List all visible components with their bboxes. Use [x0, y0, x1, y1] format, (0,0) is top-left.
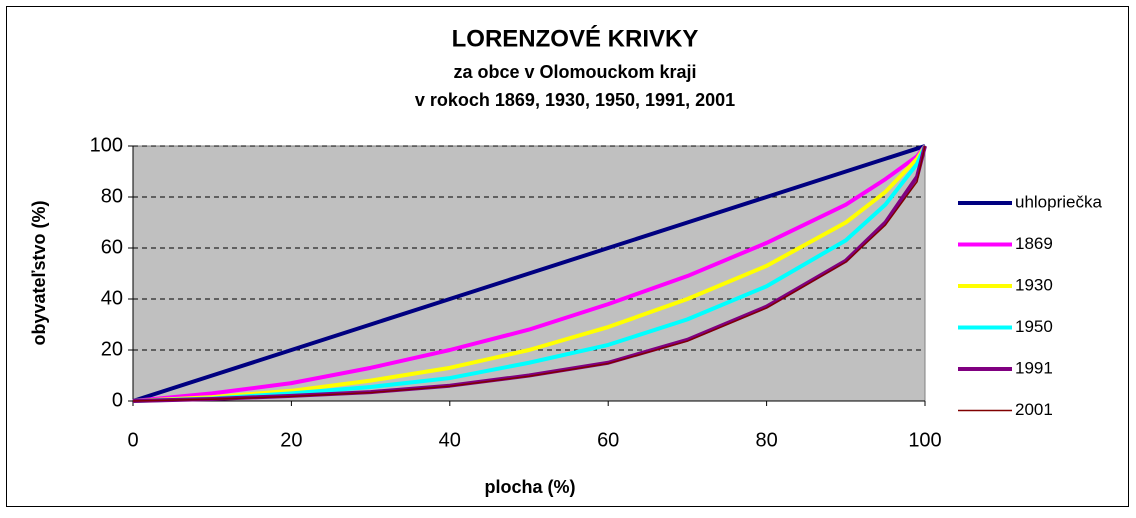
x-tick-label: 0 — [127, 429, 138, 451]
legend-label: 1950 — [1015, 317, 1053, 336]
y-tick-label: 100 — [90, 134, 123, 156]
x-tick-label: 20 — [280, 429, 302, 451]
y-tick-label: 60 — [101, 236, 123, 258]
x-tick-label: 80 — [755, 429, 777, 451]
x-tick-label: 100 — [908, 429, 941, 451]
x-tick-label: 40 — [439, 429, 461, 451]
legend-label: 1930 — [1015, 275, 1053, 294]
legend-label: 1991 — [1015, 358, 1053, 377]
chart-title: LORENZOVÉ KRIVKY — [452, 24, 699, 52]
chart-subtitle: za obce v Olomouckom kraji — [453, 62, 696, 82]
series-line — [132, 144, 926, 403]
y-tick-label: 0 — [112, 389, 123, 411]
legend-label: 1869 — [1015, 234, 1053, 253]
y-tick-label: 80 — [101, 185, 123, 207]
series-line — [132, 144, 927, 403]
series-line — [132, 145, 926, 402]
legend-label: 2001 — [1015, 400, 1053, 419]
chart-subtitle: v rokoch 1869, 1930, 1950, 1991, 2001 — [415, 90, 735, 110]
y-tick-label: 20 — [101, 338, 123, 360]
series-line — [132, 144, 927, 403]
y-tick-label: 40 — [101, 287, 123, 309]
series-line — [132, 145, 927, 403]
x-tick-label: 60 — [597, 429, 619, 451]
y-axis-label: obyvateľstvo (%) — [29, 201, 49, 346]
legend-label: uhlopriečka — [1015, 192, 1102, 211]
x-axis-label: plocha (%) — [484, 477, 575, 497]
